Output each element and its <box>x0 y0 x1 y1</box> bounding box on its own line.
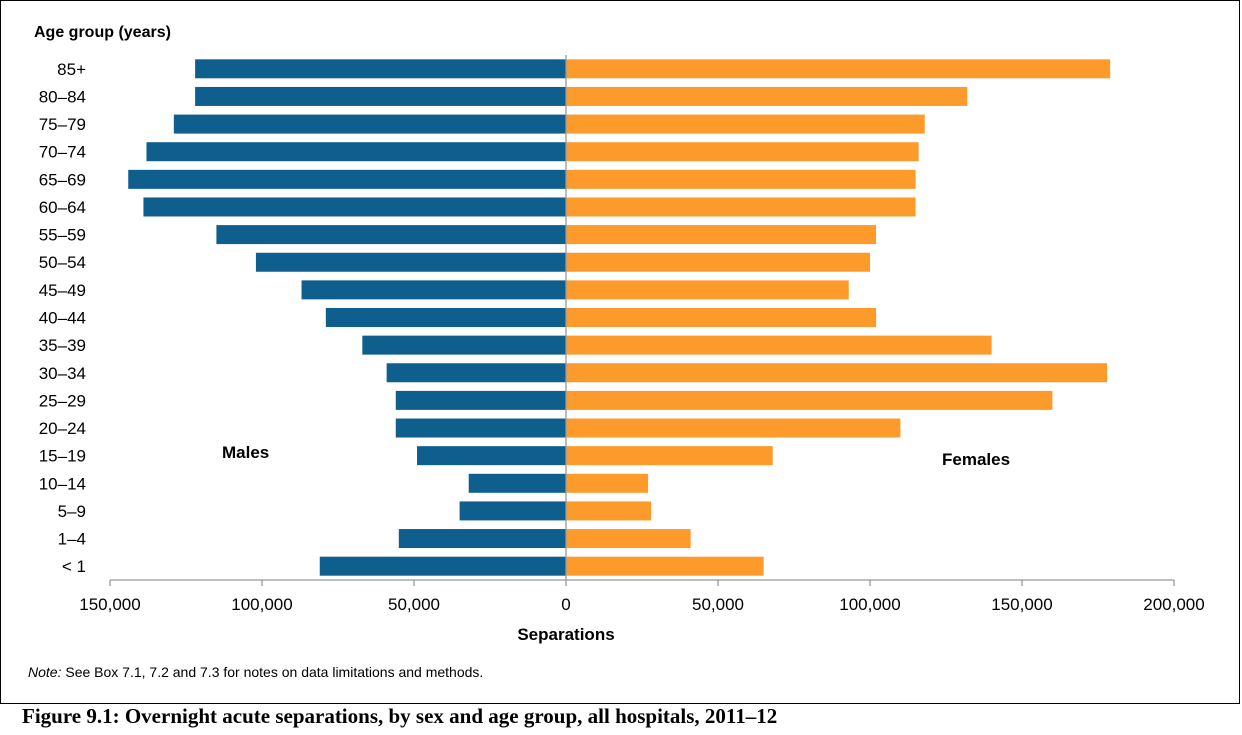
population-pyramid-chart: Age group (years) < 1 1–4 5–9 10–14 15–19 20–… <box>34 24 1205 644</box>
bar-females-cat-1 <box>566 529 691 549</box>
category-label: 1–4 <box>58 530 86 549</box>
bar-males-cat-7 <box>386 363 566 383</box>
bar-females-cat-3 <box>566 473 649 493</box>
category-label: 30–34 <box>39 364 86 383</box>
category-label: 75–79 <box>39 115 86 134</box>
bar-females-cat-16 <box>566 114 925 134</box>
bars-group <box>128 59 1111 576</box>
bar-males-cat-10 <box>301 280 566 300</box>
bar-females-cat-14 <box>566 169 916 189</box>
bar-males-cat-17 <box>195 86 566 106</box>
note-text: Note: See Box 7.1, 7.2 and 7.3 for notes… <box>28 664 483 680</box>
x-tick-label: 50,000 <box>388 595 440 614</box>
bar-females-cat-9 <box>566 308 877 327</box>
bar-males-cat-13 <box>143 197 566 217</box>
bar-males-cat-3 <box>468 473 566 493</box>
category-label: 60–64 <box>39 198 86 217</box>
category-label: 65–69 <box>39 170 86 189</box>
category-label: 40–44 <box>39 309 86 328</box>
bar-males-cat-0 <box>319 556 566 576</box>
bar-males-cat-15 <box>146 142 567 162</box>
note-prefix: Note: <box>28 664 62 680</box>
bar-females-cat-8 <box>566 335 992 355</box>
figure-caption: Figure 9.1: Overnight acute separations,… <box>22 704 778 728</box>
category-label: < 1 <box>62 557 86 576</box>
bar-females-cat-10 <box>566 280 849 300</box>
x-tick-label: 200,000 <box>1143 595 1204 614</box>
bar-males-cat-6 <box>395 390 566 410</box>
bar-males-cat-9 <box>325 308 566 327</box>
category-label: 55–59 <box>39 226 86 245</box>
bar-females-cat-6 <box>566 390 1053 410</box>
bar-males-cat-8 <box>362 335 566 355</box>
bar-females-cat-0 <box>566 556 764 576</box>
category-label: 10–14 <box>39 474 86 493</box>
x-tick-label: 100,000 <box>231 595 292 614</box>
x-axis-ticks: 150,000 100,000 50,000 0 50,000 100,000 150,00… <box>79 580 1205 614</box>
category-label: 80–84 <box>39 87 86 106</box>
x-axis-title: Separations <box>517 625 614 644</box>
x-tick-label: 100,000 <box>839 595 900 614</box>
x-tick-label: 0 <box>561 595 570 614</box>
x-tick-label: 50,000 <box>692 595 744 614</box>
bar-females-cat-11 <box>566 252 870 272</box>
category-label: 50–54 <box>39 253 86 272</box>
category-label: 20–24 <box>39 419 86 438</box>
x-tick-label: 150,000 <box>991 595 1052 614</box>
bar-males-cat-14 <box>128 169 567 189</box>
bar-females-cat-18 <box>566 59 1111 79</box>
bar-females-cat-17 <box>566 86 968 106</box>
bar-males-cat-5 <box>395 418 566 438</box>
category-label: 45–49 <box>39 281 86 300</box>
bar-females-cat-15 <box>566 142 919 162</box>
bar-females-cat-4 <box>566 446 773 466</box>
category-labels: < 1 1–4 5–9 10–14 15–19 20–24 25–29 30–34 35–39 4… <box>39 60 86 576</box>
legend-label-males: Males <box>222 443 269 462</box>
bar-males-cat-18 <box>195 59 566 79</box>
bar-males-cat-4 <box>417 446 566 466</box>
x-tick-label: 150,000 <box>79 595 140 614</box>
bar-males-cat-1 <box>398 529 566 549</box>
bar-females-cat-5 <box>566 418 901 438</box>
category-label: 25–29 <box>39 391 86 410</box>
bar-females-cat-7 <box>566 363 1108 383</box>
category-label: 70–74 <box>39 143 86 162</box>
legend-label-females: Females <box>942 450 1010 469</box>
category-label: 15–19 <box>39 447 86 466</box>
bar-females-cat-2 <box>566 501 652 521</box>
bar-males-cat-11 <box>255 252 567 272</box>
category-label: 85+ <box>57 60 86 79</box>
bar-males-cat-16 <box>173 114 566 134</box>
bar-females-cat-12 <box>566 225 877 245</box>
category-label: 5–9 <box>58 502 86 521</box>
bar-females-cat-13 <box>566 197 916 217</box>
bar-males-cat-12 <box>216 225 566 245</box>
y-axis-title: Age group (years) <box>34 24 171 41</box>
bar-males-cat-2 <box>459 501 566 521</box>
category-label: 35–39 <box>39 336 86 355</box>
note-body: See Box 7.1, 7.2 and 7.3 for notes on da… <box>61 664 484 680</box>
